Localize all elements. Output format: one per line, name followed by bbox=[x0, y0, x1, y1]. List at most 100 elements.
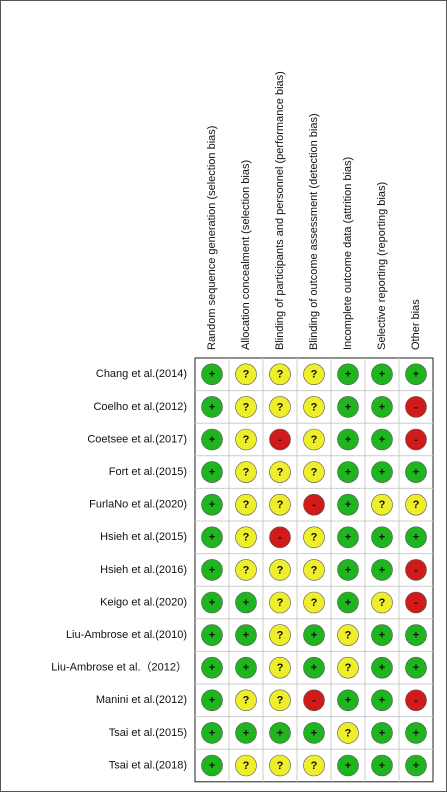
judgment-dot bbox=[337, 363, 359, 386]
judgment-symbol: - bbox=[312, 695, 316, 707]
row-label: Keigo et al.(2020) bbox=[100, 596, 187, 608]
judgment-symbol: ? bbox=[243, 532, 250, 544]
judgment-dot bbox=[303, 722, 325, 744]
judgment-dot bbox=[337, 689, 359, 712]
judgment-symbol: + bbox=[311, 630, 317, 642]
judgment-symbol: ? bbox=[243, 369, 250, 381]
judgment-symbol: ? bbox=[277, 597, 284, 609]
judgment-symbol: + bbox=[311, 727, 317, 739]
judgment-dot bbox=[235, 396, 257, 418]
judgment-symbol: + bbox=[243, 630, 249, 642]
judgment-dot bbox=[235, 591, 257, 614]
judgment-dot bbox=[303, 461, 325, 483]
judgment-dot bbox=[235, 461, 257, 483]
judgment-dot bbox=[269, 559, 291, 581]
judgment-symbol: + bbox=[379, 727, 385, 739]
judgment-symbol: + bbox=[209, 630, 215, 642]
judgment-symbol: + bbox=[345, 467, 351, 479]
judgment-dot bbox=[371, 526, 393, 549]
judgment-dot bbox=[269, 363, 291, 386]
judgment-dot bbox=[269, 591, 291, 614]
judgment-dot bbox=[405, 396, 427, 418]
judgment-dot bbox=[269, 493, 291, 516]
judgment-dot bbox=[201, 722, 223, 744]
judgment-dot bbox=[405, 526, 427, 549]
judgment-symbol: + bbox=[345, 369, 351, 381]
judgment-dot bbox=[201, 363, 223, 386]
judgment-dot bbox=[371, 559, 393, 581]
judgment-symbol: + bbox=[209, 727, 215, 739]
judgment-dot bbox=[405, 559, 427, 581]
row-label: Hsieh et al.(2015) bbox=[100, 531, 187, 543]
judgment-dot bbox=[269, 461, 291, 483]
judgment-symbol: + bbox=[379, 369, 385, 381]
judgment-dot bbox=[303, 493, 325, 516]
judgment-symbol: ? bbox=[277, 662, 284, 674]
judgment-symbol: + bbox=[209, 434, 215, 446]
judgment-dot bbox=[405, 591, 427, 614]
judgment-dot bbox=[303, 656, 325, 679]
judgment-dot bbox=[303, 363, 325, 386]
column-header: Blinding of participants and personnel (… bbox=[274, 71, 286, 350]
judgment-symbol: + bbox=[379, 630, 385, 642]
judgment-symbol: - bbox=[278, 532, 282, 544]
judgment-symbol: ? bbox=[311, 597, 318, 609]
judgment-symbol: ? bbox=[379, 597, 386, 609]
judgment-dot bbox=[269, 722, 291, 744]
judgment-dot bbox=[201, 396, 223, 418]
judgment-symbol: - bbox=[414, 695, 418, 707]
judgment-dot bbox=[303, 624, 325, 646]
judgment-symbol: + bbox=[243, 727, 249, 739]
judgment-dot bbox=[405, 428, 427, 451]
judgment-symbol: + bbox=[379, 760, 385, 772]
row-label: FurlaNo et al.(2020) bbox=[89, 499, 187, 511]
judgment-dot bbox=[337, 461, 359, 483]
judgment-dot bbox=[405, 461, 427, 483]
judgment-dot bbox=[235, 624, 257, 646]
row-label: Coetsee et al.(2017) bbox=[87, 433, 187, 445]
judgment-dot bbox=[235, 493, 257, 516]
judgment-symbol: + bbox=[209, 369, 215, 381]
judgment-dot bbox=[371, 396, 393, 418]
row-label: Coelho et al.(2012) bbox=[93, 401, 187, 413]
judgment-symbol: + bbox=[345, 564, 351, 576]
judgment-dot bbox=[337, 396, 359, 418]
judgment-symbol: + bbox=[413, 662, 419, 674]
judgment-symbol: ? bbox=[277, 760, 284, 772]
judgment-symbol: ? bbox=[379, 499, 386, 511]
judgment-dot bbox=[269, 396, 291, 418]
judgment-dot bbox=[235, 722, 257, 744]
judgment-symbol: + bbox=[345, 499, 351, 511]
judgment-symbol: ? bbox=[413, 499, 420, 511]
judgment-symbol: + bbox=[345, 760, 351, 772]
judgment-dot bbox=[235, 363, 257, 386]
judgment-dot bbox=[371, 363, 393, 386]
row-label: Chang et al.(2014) bbox=[96, 368, 187, 380]
row-label: Manini et al.(2012) bbox=[96, 694, 187, 706]
row-label: Fort et al.(2015) bbox=[109, 466, 187, 478]
column-header: Incomplete outcome data (attrition bias) bbox=[342, 157, 354, 350]
judgment-symbol: ? bbox=[243, 434, 250, 446]
judgment-symbol: + bbox=[379, 662, 385, 674]
judgment-dot bbox=[235, 526, 257, 549]
column-header: Allocation concealment (selection bias) bbox=[240, 160, 252, 350]
judgment-symbol: ? bbox=[243, 499, 250, 511]
judgment-dot bbox=[371, 461, 393, 483]
judgment-dot bbox=[337, 428, 359, 451]
judgment-symbol: + bbox=[209, 760, 215, 772]
judgment-symbol: + bbox=[379, 532, 385, 544]
judgment-symbol: ? bbox=[311, 467, 318, 479]
judgment-dot bbox=[337, 624, 359, 646]
judgment-symbol: + bbox=[379, 695, 385, 707]
judgment-symbol: - bbox=[312, 499, 316, 511]
judgment-dot bbox=[303, 591, 325, 614]
judgment-symbol: + bbox=[413, 630, 419, 642]
row-label: Liu-Ambrose et al.(2010) bbox=[66, 629, 187, 641]
judgment-dot bbox=[371, 624, 393, 646]
judgment-symbol: + bbox=[209, 532, 215, 544]
judgment-symbol: ? bbox=[277, 499, 284, 511]
judgment-dot bbox=[371, 689, 393, 712]
judgment-symbol: + bbox=[345, 597, 351, 609]
judgment-symbol: - bbox=[414, 597, 418, 609]
judgment-dot bbox=[201, 656, 223, 679]
